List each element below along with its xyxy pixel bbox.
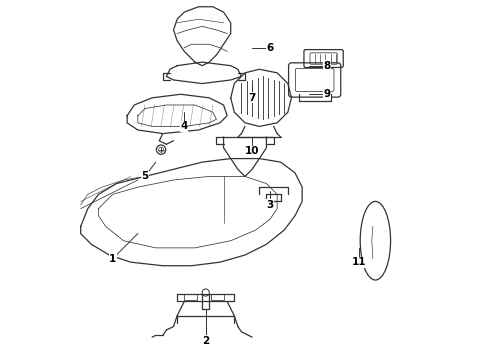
Text: 2: 2 <box>202 336 209 346</box>
Text: 4: 4 <box>181 121 188 131</box>
Text: 11: 11 <box>352 257 367 267</box>
Text: 10: 10 <box>245 147 259 157</box>
Text: 3: 3 <box>267 200 273 210</box>
Text: 8: 8 <box>323 61 331 71</box>
Bar <box>211 294 223 300</box>
Text: 7: 7 <box>248 93 256 103</box>
Text: 6: 6 <box>267 43 273 53</box>
Text: 5: 5 <box>141 171 148 181</box>
Text: 9: 9 <box>323 89 331 99</box>
Bar <box>184 294 197 300</box>
Text: 1: 1 <box>109 253 117 264</box>
